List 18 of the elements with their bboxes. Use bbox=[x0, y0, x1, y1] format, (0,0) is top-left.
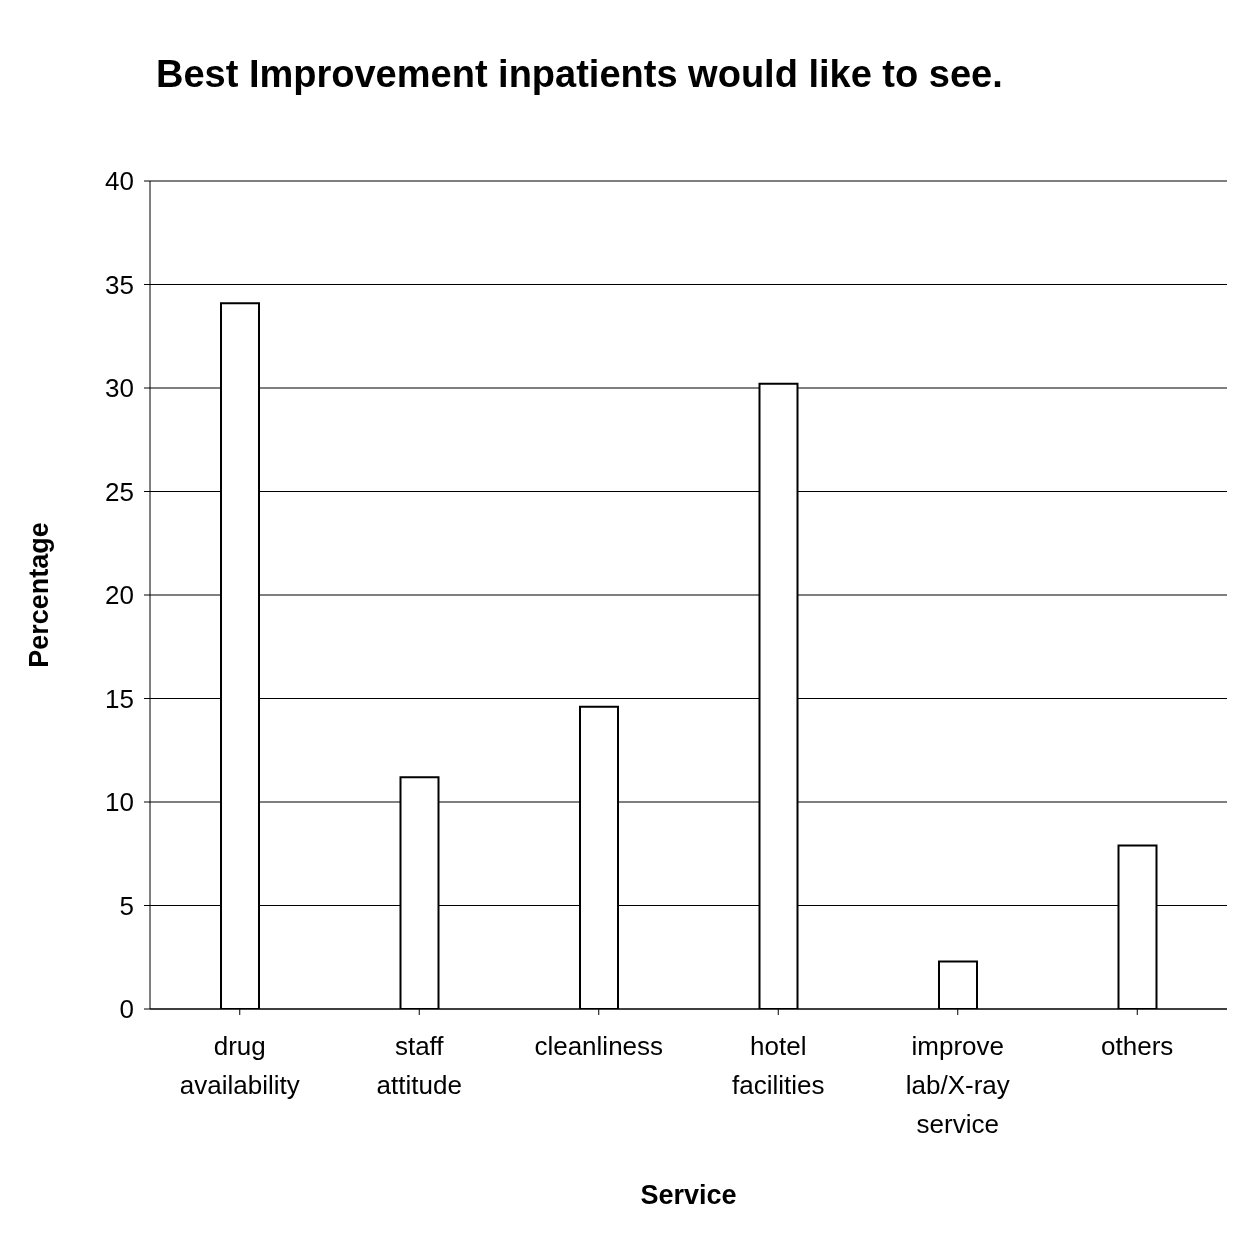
y-tick-label: 40 bbox=[105, 166, 134, 197]
y-tick-label: 20 bbox=[105, 580, 134, 611]
y-tick-label: 15 bbox=[105, 683, 134, 714]
x-tick-label: staff attitude bbox=[376, 1031, 462, 1100]
y-tick-label: 10 bbox=[105, 787, 134, 818]
chart-title: Best Improvement inpatients would like to see. bbox=[156, 53, 1003, 96]
x-axis-title: Service bbox=[640, 1180, 737, 1210]
x-tick-label: others bbox=[1101, 1031, 1174, 1061]
x-tick-label: cleanliness bbox=[534, 1031, 664, 1061]
y-axis-title: Percentage bbox=[23, 522, 54, 668]
y-tick-label: 25 bbox=[105, 476, 134, 507]
y-tick-label: 0 bbox=[119, 994, 134, 1025]
x-tick-label: improve lab/X-ray service bbox=[905, 1031, 1010, 1139]
x-tick-label: drug availability bbox=[179, 1031, 300, 1100]
y-tick-label: 30 bbox=[105, 373, 134, 404]
y-tick-label: 35 bbox=[105, 269, 134, 300]
x-tick-label: hotel facilities bbox=[732, 1031, 825, 1100]
y-tick-label: 5 bbox=[119, 890, 134, 921]
